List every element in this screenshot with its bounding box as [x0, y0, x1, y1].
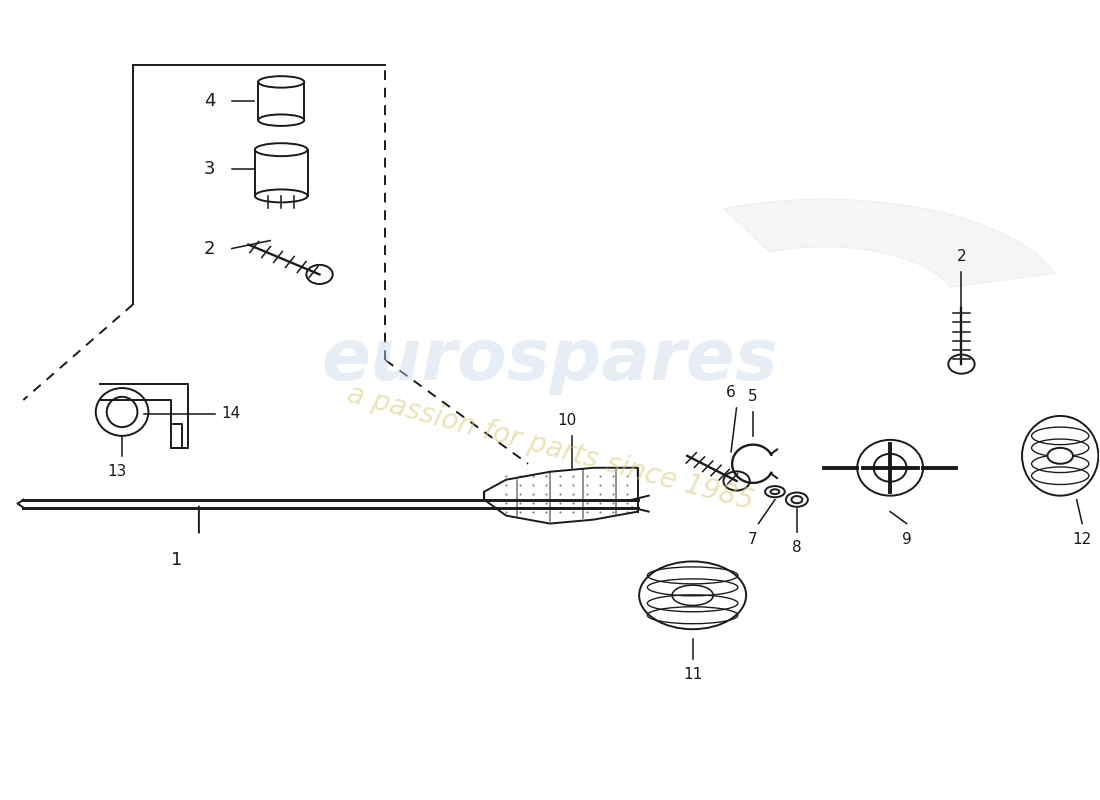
Text: 7: 7	[748, 531, 758, 546]
Text: 5: 5	[748, 389, 758, 404]
Bar	[255, 150, 308, 196]
Ellipse shape	[258, 114, 305, 126]
Text: 14: 14	[221, 406, 240, 421]
Ellipse shape	[873, 454, 906, 482]
Text: 13: 13	[107, 464, 126, 478]
Ellipse shape	[791, 496, 802, 503]
Circle shape	[948, 354, 975, 374]
Ellipse shape	[766, 486, 784, 498]
Text: 4: 4	[204, 92, 216, 110]
Ellipse shape	[96, 388, 148, 436]
Text: 8: 8	[792, 539, 802, 554]
Ellipse shape	[258, 76, 305, 88]
Ellipse shape	[255, 190, 308, 202]
Text: 10: 10	[557, 413, 576, 428]
Ellipse shape	[785, 493, 807, 507]
Circle shape	[724, 471, 750, 490]
Text: 6: 6	[726, 385, 736, 400]
Ellipse shape	[1022, 416, 1099, 496]
Ellipse shape	[770, 490, 779, 494]
Text: 2: 2	[204, 239, 216, 258]
Ellipse shape	[255, 143, 308, 156]
Ellipse shape	[1047, 448, 1072, 464]
Text: 9: 9	[902, 531, 912, 546]
Bar	[258, 82, 305, 120]
Text: 3: 3	[204, 160, 216, 178]
Text: 11: 11	[683, 667, 702, 682]
Ellipse shape	[857, 440, 923, 496]
Text: 1: 1	[172, 551, 183, 570]
Text: eurospares: eurospares	[321, 326, 779, 394]
Text: a passion for parts since 1985: a passion for parts since 1985	[343, 380, 757, 516]
Ellipse shape	[639, 562, 746, 630]
Circle shape	[307, 265, 332, 284]
Polygon shape	[724, 199, 1055, 287]
Ellipse shape	[107, 397, 138, 427]
Text: 12: 12	[1072, 531, 1092, 546]
Text: 2: 2	[957, 250, 966, 265]
